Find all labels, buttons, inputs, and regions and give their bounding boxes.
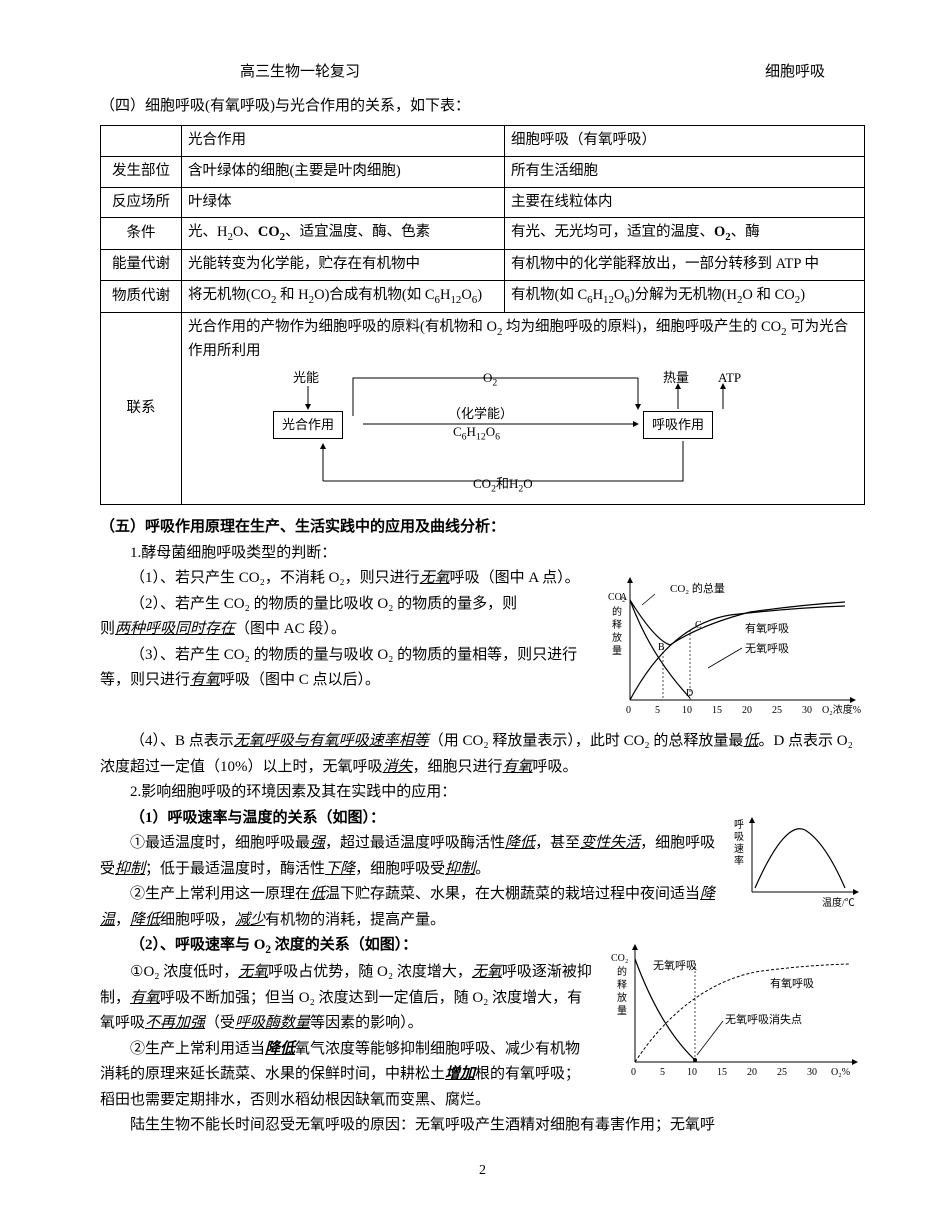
svg-text:放: 放 bbox=[612, 631, 622, 644]
d-svg bbox=[263, 366, 783, 496]
figure-co2-o2: CO₂ 的 释 放 量 0 5 10 15 20 25 30 O₂浓度% bbox=[600, 570, 865, 725]
section-5-title: （五）呼吸作用原理在生产、生活实践中的应用及曲线分析： bbox=[100, 515, 865, 541]
svg-text:量: 量 bbox=[612, 645, 622, 657]
r6-text: 光合作用的产物作为细胞呼吸的原料(有机物和 O2 均为细胞呼吸的原料)，细胞呼吸… bbox=[188, 317, 858, 362]
header-right: 细胞呼吸 bbox=[765, 60, 825, 86]
figure-o2: CO₂ 的 释 放 量 无氧呼吸 有氧呼吸 无氧呼吸消失点 0 5 10 bbox=[605, 937, 865, 1087]
svg-text:吸: 吸 bbox=[734, 832, 744, 843]
section-5: （五）呼吸作用原理在生产、生活实践中的应用及曲线分析： 1.酵母菌细胞呼吸类型的… bbox=[100, 515, 865, 1139]
svg-text:无氧呼吸: 无氧呼吸 bbox=[653, 958, 697, 972]
r5a: 将无机物(CO2 和 H2O)合成有机物(如 C6H12O6) bbox=[182, 281, 505, 313]
section-4-title: （四）细胞呼吸(有氧呼吸)与光合作用的关系，如下表： bbox=[100, 94, 865, 120]
svg-text:率: 率 bbox=[734, 854, 744, 867]
document-page: 高三生物一轮复习 细胞呼吸 （四）细胞呼吸(有氧呼吸)与光合作用的关系，如下表：… bbox=[0, 0, 945, 1223]
svg-text:无氧呼吸: 无氧呼吸 bbox=[745, 641, 789, 655]
svg-text:无氧呼吸消失点: 无氧呼吸消失点 bbox=[725, 1012, 802, 1026]
row-lab-3: 条件 bbox=[101, 218, 182, 250]
r1a: 含叶绿体的细胞(主要是叶肉细胞) bbox=[182, 156, 505, 187]
header-left: 高三生物一轮复习 bbox=[240, 60, 360, 86]
svg-text:20: 20 bbox=[747, 1067, 757, 1078]
row-lab-2: 反应场所 bbox=[101, 187, 182, 218]
svg-text:15: 15 bbox=[712, 705, 722, 716]
r2a: 叶绿体 bbox=[182, 187, 505, 218]
svg-text:A: A bbox=[620, 592, 628, 603]
row-lab-5: 物质代谢 bbox=[101, 281, 182, 313]
s5-last: 陆生生物不能长时间忍受无氧呼吸的原因：无氧呼吸产生酒精对细胞有毒害作用；无氧呼 bbox=[100, 1113, 865, 1139]
page-number: 2 bbox=[100, 1159, 865, 1183]
svg-text:25: 25 bbox=[772, 705, 782, 716]
svg-text:速: 速 bbox=[734, 843, 744, 855]
row-lab-4: 能量代谢 bbox=[101, 250, 182, 281]
s5-part1: CO₂ 的 释 放 量 0 5 10 15 20 25 30 O₂浓度% bbox=[100, 566, 865, 780]
svg-text:有氧呼吸: 有氧呼吸 bbox=[745, 621, 789, 635]
svg-text:呼: 呼 bbox=[734, 819, 744, 831]
s5-p2: 2.影响细胞呼吸的环境因素及其在实践中的应用： bbox=[100, 780, 865, 806]
svg-text:的: 的 bbox=[612, 605, 622, 618]
svg-text:释: 释 bbox=[617, 978, 627, 991]
comparison-table: 光合作用 细胞呼吸（有氧呼吸） 发生部位 含叶绿体的细胞(主要是叶肉细胞) 所有… bbox=[100, 125, 865, 505]
svg-text:0: 0 bbox=[631, 1067, 636, 1078]
svg-text:10: 10 bbox=[687, 1067, 697, 1078]
svg-text:5: 5 bbox=[655, 705, 660, 716]
svg-text:30: 30 bbox=[802, 705, 812, 716]
svg-text:5: 5 bbox=[660, 1067, 665, 1078]
r3a: 光、H2O、CO2、适宜温度、酶、色素 bbox=[182, 218, 505, 250]
section-4: （四）细胞呼吸(有氧呼吸)与光合作用的关系，如下表： 光合作用 细胞呼吸（有氧呼… bbox=[100, 94, 865, 506]
s5-1-4: （4）、B 点表示无氧呼吸与有氧呼吸速率相等（用 CO₂ 释放量表示），此时 C… bbox=[100, 729, 865, 780]
th-respiration: 细胞呼吸（有氧呼吸） bbox=[505, 126, 865, 157]
svg-text:量: 量 bbox=[617, 1005, 627, 1017]
svg-text:O₂%: O₂% bbox=[831, 1067, 850, 1078]
svg-text:10: 10 bbox=[682, 705, 692, 716]
r5b: 有机物(如 C6H12O6)分解为无机物(H2O 和 CO2) bbox=[505, 281, 865, 313]
svg-text:25: 25 bbox=[777, 1067, 787, 1078]
svg-text:CO₂ 的总量: CO₂ 的总量 bbox=[670, 581, 725, 595]
svg-text:15: 15 bbox=[717, 1067, 727, 1078]
svg-text:温度/℃: 温度/℃ bbox=[822, 896, 855, 909]
svg-text:0: 0 bbox=[626, 705, 631, 716]
svg-text:B: B bbox=[658, 642, 665, 653]
svg-text:20: 20 bbox=[742, 705, 752, 716]
svg-text:30: 30 bbox=[807, 1067, 817, 1078]
svg-text:D: D bbox=[686, 688, 693, 699]
svg-text:CO₂: CO₂ bbox=[611, 953, 628, 964]
row-lab-1: 发生部位 bbox=[101, 156, 182, 187]
svg-text:有氧呼吸: 有氧呼吸 bbox=[770, 976, 814, 990]
r3b: 有光、无光均可，适宜的温度、O2、酶 bbox=[505, 218, 865, 250]
r1b: 所有生活细胞 bbox=[505, 156, 865, 187]
th-photosynthesis: 光合作用 bbox=[182, 126, 505, 157]
r6: 光合作用的产物作为细胞呼吸的原料(有机物和 O2 均为细胞呼吸的原料)，细胞呼吸… bbox=[182, 313, 865, 505]
relation-diagram: 光能 O2 热量 ATP （化学能） C6H12O6 CO2和H2O 光合作用 … bbox=[263, 366, 783, 496]
r4b: 有机物中的化学能释放出，一部分转移到 ATP 中 bbox=[505, 250, 865, 281]
r4a: 光能转变为化学能，贮存在有机物中 bbox=[182, 250, 505, 281]
svg-text:放: 放 bbox=[617, 991, 627, 1004]
svg-text:O₂浓度%: O₂浓度% bbox=[822, 703, 861, 716]
svg-text:释: 释 bbox=[612, 618, 622, 631]
svg-text:的: 的 bbox=[617, 965, 627, 978]
r2b: 主要在线粒体内 bbox=[505, 187, 865, 218]
figure-temp: 呼 吸 速 率 温度/℃ bbox=[730, 810, 865, 910]
s5-p1: 1.酵母菌细胞呼吸类型的判断： bbox=[100, 541, 865, 567]
svg-text:C: C bbox=[695, 620, 702, 631]
page-header: 高三生物一轮复习 细胞呼吸 bbox=[100, 60, 865, 94]
row-lab-6: 联系 bbox=[101, 313, 182, 505]
